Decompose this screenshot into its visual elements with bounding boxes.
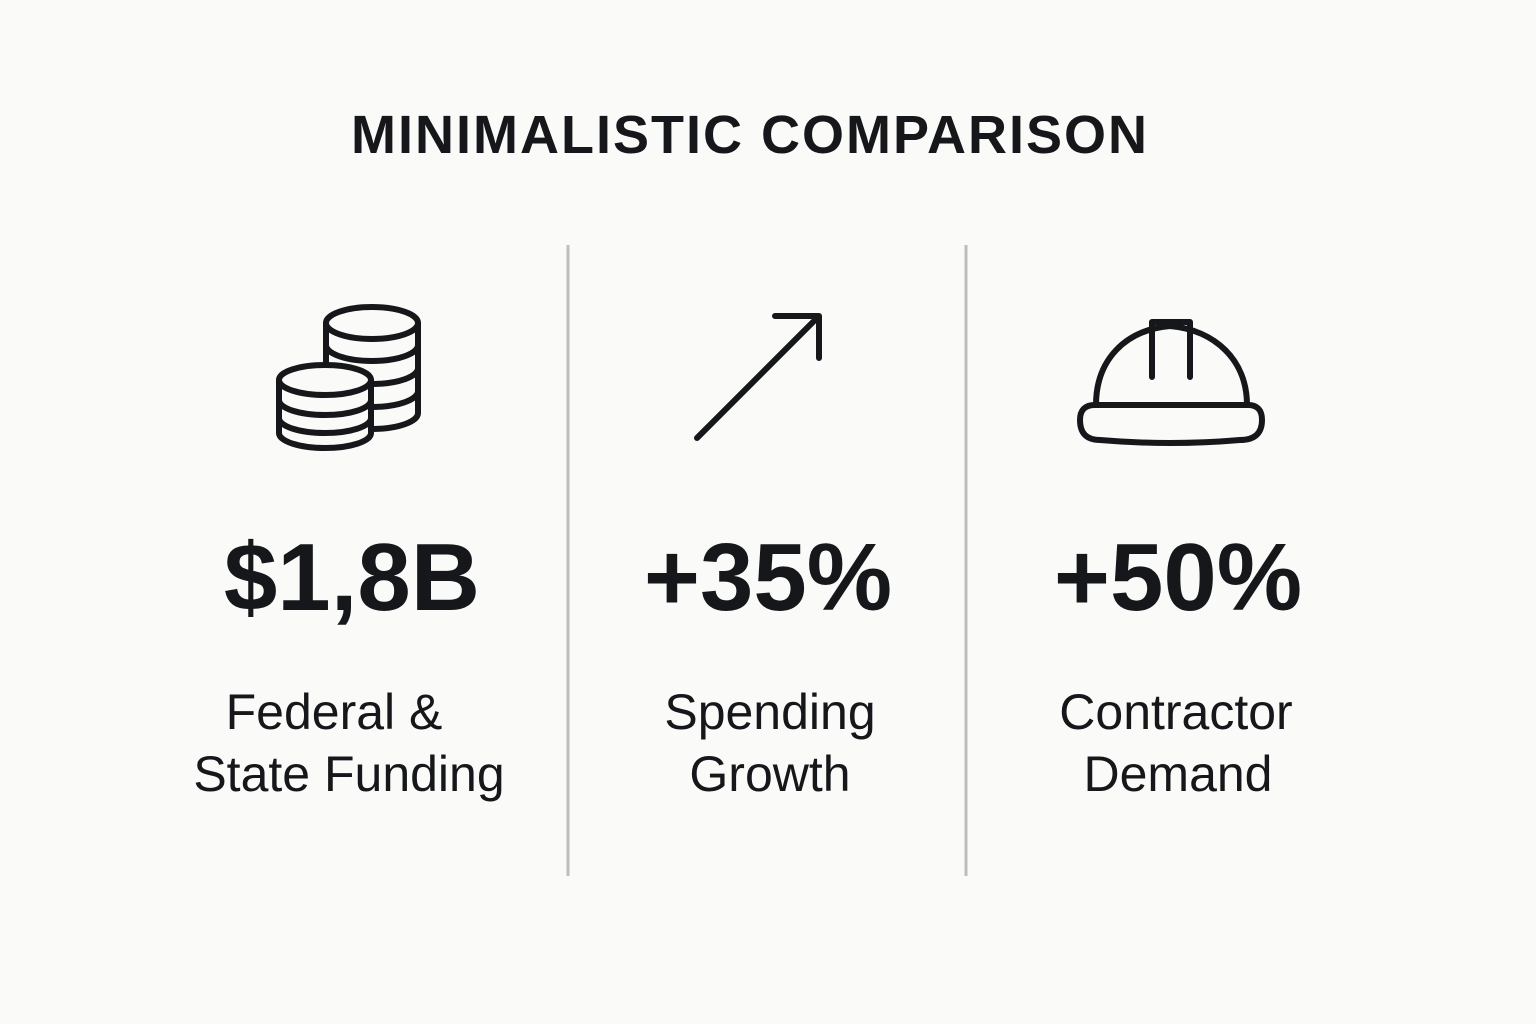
title: MINIMALISTIC COMPARISON <box>351 105 1149 165</box>
panel-label: State Funding <box>193 746 504 802</box>
arrow-icon <box>694 313 822 441</box>
panel-label: Demand <box>1084 746 1273 802</box>
panel-label: Contractor <box>1059 684 1292 740</box>
helmet-icon <box>1077 319 1265 446</box>
panel-value: +50% <box>1054 524 1302 631</box>
panel-value: $1,8B <box>224 524 480 631</box>
panel-value: +35% <box>644 524 892 631</box>
panel-label: Growth <box>689 746 850 802</box>
panel-label: Federal & <box>226 684 443 740</box>
panel-label: Spending <box>664 684 875 740</box>
coins-icon <box>276 304 421 451</box>
